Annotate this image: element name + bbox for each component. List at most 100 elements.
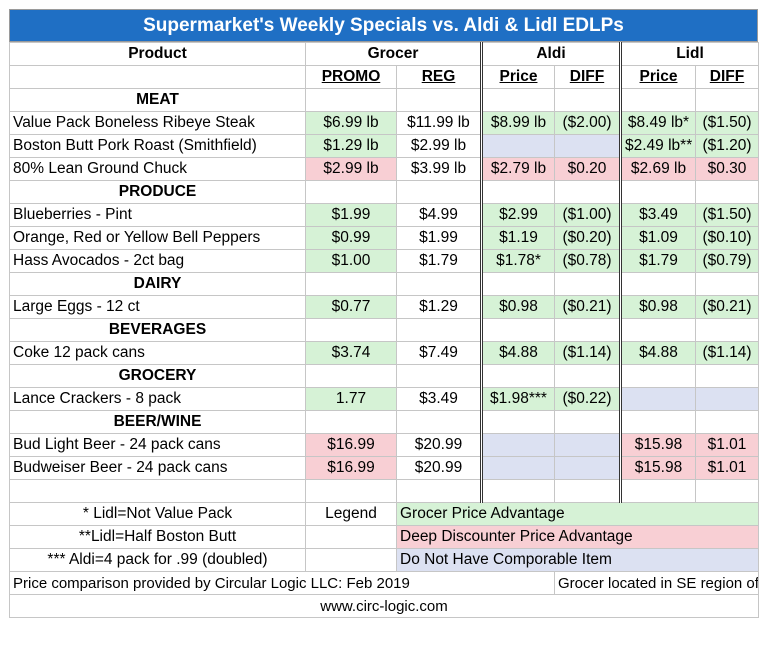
lidl-price: $2.49 lb** xyxy=(619,134,696,158)
product-name: Lance Crackers - 8 pack xyxy=(9,387,306,411)
product-name: Coke 12 pack cans xyxy=(9,341,306,365)
legend-green: Grocer Price Advantage xyxy=(396,502,759,526)
lidl-price xyxy=(619,387,696,411)
aldi-price: $2.79 lb xyxy=(480,157,555,181)
header-aldi-diff: DIFF xyxy=(554,65,621,89)
product-name: Value Pack Boneless Ribeye Steak xyxy=(9,111,306,135)
lidl-price: $1.09 xyxy=(619,226,696,250)
table-row: Bud Light Beer - 24 pack cans $16.99 $20.9… xyxy=(9,433,759,457)
aldi-diff xyxy=(554,433,621,457)
regular-price: $7.49 xyxy=(396,341,482,365)
lidl-price: $8.49 lb* xyxy=(619,111,696,135)
aldi-price xyxy=(480,134,555,158)
lidl-diff: ($0.10) xyxy=(695,226,759,250)
promo-price: $16.99 xyxy=(305,456,397,480)
promo-price: $1.29 lb xyxy=(305,134,397,158)
lidl-diff: ($1.50) xyxy=(695,111,759,135)
header-lidl-price: Price xyxy=(619,65,696,89)
lidl-price: $4.88 xyxy=(619,341,696,365)
aldi-diff: ($2.00) xyxy=(554,111,621,135)
product-name: 80% Lean Ground Chuck xyxy=(9,157,306,181)
header-row-groups: Product Grocer Aldi Lidl xyxy=(9,42,759,66)
lidl-diff: $1.01 xyxy=(695,433,759,457)
regular-price: $1.79 xyxy=(396,249,482,273)
lidl-price: $15.98 xyxy=(619,433,696,457)
aldi-diff: ($0.78) xyxy=(554,249,621,273)
aldi-price: $2.99 xyxy=(480,203,555,227)
section-header-row: DAIRY xyxy=(9,272,759,296)
promo-price: $3.74 xyxy=(305,341,397,365)
table-row: Orange, Red or Yellow Bell Peppers $0.99 $… xyxy=(9,226,759,250)
table-row: Coke 12 pack cans $3.74 $7.49 $4.88 ($1.14) $… xyxy=(9,341,759,365)
regular-price: $1.99 xyxy=(396,226,482,250)
legend-label: Legend xyxy=(305,502,397,526)
note-lidl-half-butt: **Lidl=Half Boston Butt xyxy=(9,525,306,549)
regular-price: $3.99 lb xyxy=(396,157,482,181)
header-promo: PROMO xyxy=(305,65,397,89)
aldi-diff: ($0.22) xyxy=(554,387,621,411)
header-lidl-diff: DIFF xyxy=(695,65,759,89)
footer-url-row: www.circ-logic.com xyxy=(9,594,759,618)
lidl-diff: ($0.79) xyxy=(695,249,759,273)
section-header-row: MEAT xyxy=(9,88,759,112)
aldi-diff: ($1.00) xyxy=(554,203,621,227)
note-row-3: *** Aldi=4 pack for .99 (doubled) Do Not… xyxy=(9,548,759,572)
aldi-price: $4.88 xyxy=(480,341,555,365)
aldi-price xyxy=(480,456,555,480)
aldi-price xyxy=(480,433,555,457)
lidl-price: $2.69 lb xyxy=(619,157,696,181)
table-row: Blueberries - Pint $1.99 $4.99 $2.99 ($1.00)… xyxy=(9,203,759,227)
section-title: MEAT xyxy=(9,88,306,112)
table-row: Budweiser Beer - 24 pack cans $16.99 $20.9… xyxy=(9,456,759,480)
regular-price: $2.99 lb xyxy=(396,134,482,158)
note-lidl-value-pack: * Lidl=Not Value Pack xyxy=(9,502,306,526)
section-title: BEER/WINE xyxy=(9,410,306,434)
lidl-diff: ($1.14) xyxy=(695,341,759,365)
note-row-1: * Lidl=Not Value Pack Legend Grocer Pric… xyxy=(9,502,759,526)
table-row: 80% Lean Ground Chuck $2.99 lb $3.99 lb $2.… xyxy=(9,157,759,181)
header-aldi: Aldi xyxy=(480,42,621,66)
aldi-price: $1.98*** xyxy=(480,387,555,411)
footer-location: Grocer located in SE region of the US xyxy=(554,571,759,595)
sheet-title: Supermarket's Weekly Specials vs. Aldi &… xyxy=(9,9,758,42)
header-reg: REG xyxy=(396,65,482,89)
lidl-price: $15.98 xyxy=(619,456,696,480)
promo-price: 1.77 xyxy=(305,387,397,411)
header-lidl: Lidl xyxy=(619,42,759,66)
product-name: Budweiser Beer - 24 pack cans xyxy=(9,456,306,480)
specials-sheet: Supermarket's Weekly Specials vs. Aldi &… xyxy=(9,9,759,618)
footer-source: Price comparison provided by Circular Lo… xyxy=(9,571,555,595)
footer-row: Price comparison provided by Circular Lo… xyxy=(9,571,759,595)
aldi-price: $8.99 lb xyxy=(480,111,555,135)
lidl-price: $3.49 xyxy=(619,203,696,227)
section-title: DAIRY xyxy=(9,272,306,296)
lidl-diff: ($1.20) xyxy=(695,134,759,158)
aldi-price: $1.19 xyxy=(480,226,555,250)
product-name: Orange, Red or Yellow Bell Peppers xyxy=(9,226,306,250)
lidl-diff: $1.01 xyxy=(695,456,759,480)
note-aldi-4pack: *** Aldi=4 pack for .99 (doubled) xyxy=(9,548,306,572)
lidl-diff: ($0.21) xyxy=(695,295,759,319)
aldi-diff: ($0.20) xyxy=(554,226,621,250)
header-aldi-price: Price xyxy=(480,65,555,89)
aldi-diff: ($1.14) xyxy=(554,341,621,365)
lidl-diff: $0.30 xyxy=(695,157,759,181)
table-row: Boston Butt Pork Roast (Smithfield) $1.29… xyxy=(9,134,759,158)
regular-price: $3.49 xyxy=(396,387,482,411)
legend-blue: Do Not Have Comporable Item xyxy=(396,548,759,572)
footer-url: www.circ-logic.com xyxy=(9,594,759,618)
product-name: Hass Avocados - 2ct bag xyxy=(9,249,306,273)
regular-price: $11.99 lb xyxy=(396,111,482,135)
section-header-row: GROCERY xyxy=(9,364,759,388)
aldi-diff xyxy=(554,134,621,158)
section-title: PRODUCE xyxy=(9,180,306,204)
lidl-diff: ($1.50) xyxy=(695,203,759,227)
aldi-diff: ($0.21) xyxy=(554,295,621,319)
lidl-price: $0.98 xyxy=(619,295,696,319)
promo-price: $0.77 xyxy=(305,295,397,319)
product-name: Large Eggs - 12 ct xyxy=(9,295,306,319)
product-name: Blueberries - Pint xyxy=(9,203,306,227)
aldi-price: $1.78* xyxy=(480,249,555,273)
table-row: Hass Avocados - 2ct bag $1.00 $1.79 $1.78*(… xyxy=(9,249,759,273)
product-name: Bud Light Beer - 24 pack cans xyxy=(9,433,306,457)
